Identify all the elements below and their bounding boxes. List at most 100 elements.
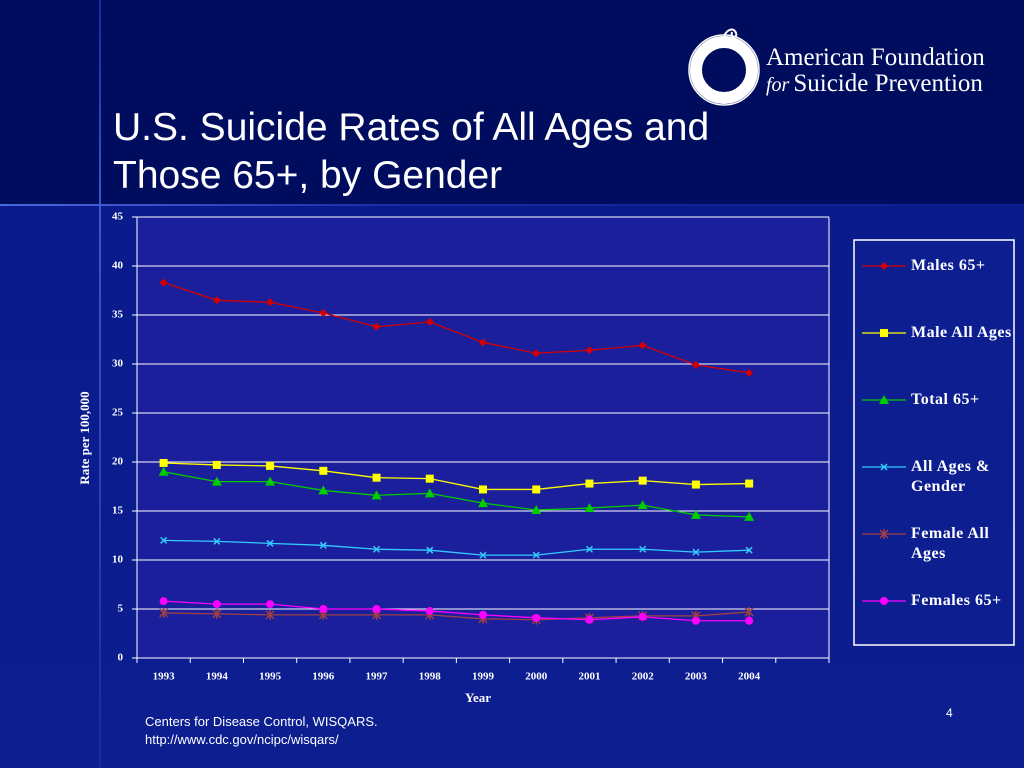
marker (638, 476, 647, 485)
marker (584, 503, 595, 513)
marker (532, 349, 541, 358)
marker (744, 606, 754, 617)
marker (880, 597, 888, 605)
marker (879, 395, 889, 404)
marker (319, 541, 327, 549)
marker (585, 615, 594, 624)
marker (638, 612, 647, 621)
marker (691, 360, 700, 369)
series-line (163, 471, 750, 518)
legend-box (853, 239, 1015, 646)
marker (479, 485, 487, 494)
source-line: http://www.cdc.gov/ncipc/wisqars/ (145, 732, 339, 747)
x-tick-label: 1997 (366, 671, 389, 683)
marker (880, 463, 888, 471)
marker (265, 609, 275, 620)
marker (266, 539, 274, 547)
x-tick-label: 2000 (525, 671, 548, 683)
series-line (163, 600, 750, 622)
y-axis-label: Rate per 100,000 (77, 391, 92, 484)
marker (158, 466, 169, 476)
page-number: 4 (946, 706, 953, 720)
marker (159, 597, 168, 606)
marker (159, 458, 168, 467)
source-line: Centers for Disease Control, WISQARS. (145, 714, 378, 729)
marker (531, 505, 542, 515)
legend-label: Male All Ages (911, 324, 1012, 341)
marker (639, 545, 647, 553)
marker (372, 322, 381, 331)
marker (213, 537, 221, 545)
marker (880, 329, 888, 337)
marker (266, 298, 275, 307)
marker (372, 473, 381, 482)
y-tick-label: 5 (118, 603, 124, 615)
decor-line (0, 204, 1024, 206)
marker (690, 509, 701, 519)
legend-label: All Ages & Gender (911, 458, 990, 495)
marker (691, 480, 700, 489)
marker (745, 479, 754, 488)
marker (478, 498, 488, 508)
y-tick-label: 25 (112, 407, 124, 419)
marker (159, 607, 169, 618)
marker (159, 278, 168, 287)
marker (585, 346, 594, 355)
logo-text: American Foundation (766, 44, 985, 71)
decor-line (99, 0, 101, 768)
marker (425, 606, 434, 615)
marker (426, 546, 434, 554)
marker (266, 600, 275, 609)
marker (745, 616, 754, 625)
marker (212, 460, 221, 469)
x-tick-label: 2001 (578, 671, 600, 683)
marker (373, 545, 381, 553)
x-tick-label: 2002 (632, 671, 655, 683)
marker (425, 317, 434, 326)
series-line (163, 462, 750, 491)
marker (212, 296, 221, 305)
x-tick-label: 1995 (259, 671, 282, 683)
legend-label: Females 65+ (911, 592, 1002, 609)
x-tick-label: 1996 (312, 671, 335, 683)
marker (532, 551, 540, 559)
slide-title: U.S. Suicide Rates of All Ages and Those… (113, 106, 710, 197)
marker (637, 500, 648, 510)
marker (372, 605, 381, 613)
marker (265, 476, 276, 486)
marker (479, 338, 487, 347)
x-tick-label: 2003 (685, 671, 708, 683)
legend-label: Males 65+ (911, 257, 986, 274)
plot-area (137, 217, 829, 658)
y-tick-label: 45 (112, 211, 124, 223)
marker (879, 529, 889, 539)
series-line (163, 282, 750, 374)
y-tick-label: 10 (112, 554, 124, 566)
y-tick-label: 20 (112, 456, 124, 468)
y-tick-label: 15 (112, 505, 124, 517)
y-tick-label: 0 (118, 652, 124, 664)
y-tick-label: 35 (112, 309, 124, 321)
marker (211, 476, 222, 486)
marker (319, 605, 328, 613)
source: Centers for Disease Control, WISQARS. ht… (145, 713, 378, 749)
x-tick-label: 1998 (419, 671, 442, 683)
marker (479, 610, 487, 619)
marker (319, 309, 328, 318)
x-tick-label: 2004 (738, 671, 761, 683)
marker (585, 479, 594, 488)
marker (371, 490, 382, 500)
y-tick-label: 30 (112, 358, 124, 370)
marker (318, 485, 329, 495)
legend-label: Total 65+ (911, 391, 980, 408)
marker (160, 536, 168, 544)
x-axis-label: Year (465, 690, 491, 705)
x-tick-label: 1999 (472, 671, 495, 683)
marker (212, 608, 222, 619)
series-line (163, 611, 750, 621)
marker (638, 341, 647, 350)
marker (425, 474, 434, 483)
x-tick-label: 1993 (153, 671, 176, 683)
marker (266, 461, 275, 470)
